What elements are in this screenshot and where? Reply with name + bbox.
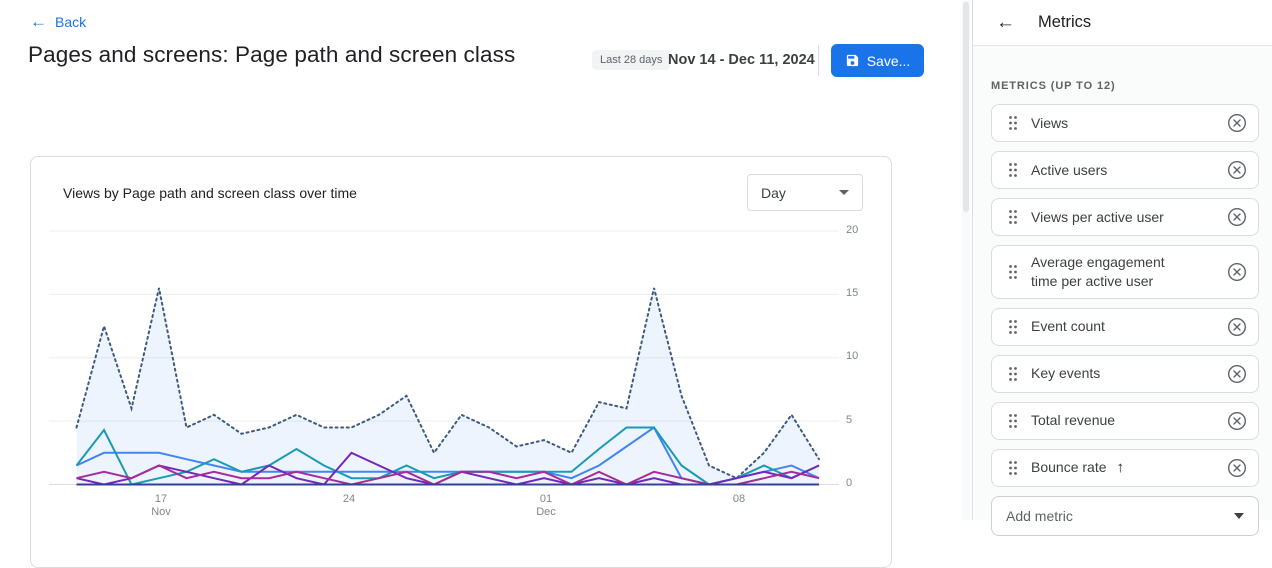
save-icon [845,53,860,68]
drag-handle-icon[interactable] [1008,460,1018,476]
chart-card: Views by Page path and screen class over… [30,156,892,568]
metric-item[interactable]: Active users [991,151,1259,189]
drag-handle-icon[interactable] [1008,115,1018,131]
remove-metric-button[interactable] [1227,160,1247,180]
panel-back-arrow-icon[interactable]: ← [996,12,1015,33]
scrollbar-thumb[interactable] [963,2,969,212]
back-arrow-icon: ← [30,12,47,31]
drag-handle-icon[interactable] [1008,319,1018,335]
remove-metric-button[interactable] [1227,262,1247,282]
save-label: Save... [866,52,911,69]
granularity-select[interactable]: Day [747,174,863,211]
metric-item[interactable]: Total revenue [991,401,1259,440]
metric-item[interactable]: Bounce rate ↑ [991,448,1259,487]
main-content: ← Back Pages and screens: Page path and … [28,0,970,568]
metric-item[interactable]: Average engagement time per active user [991,245,1259,299]
chart-series [75,287,820,480]
add-metric-label: Add metric [1006,507,1073,524]
x-axis-tick: 17 Nov [151,493,171,518]
drag-handle-icon[interactable] [1008,366,1018,382]
remove-metric-button[interactable] [1227,317,1247,337]
header-divider [818,45,819,76]
metric-label: Key events [1031,365,1101,382]
chart-series [76,464,820,486]
y-axis-tick: 0 [846,477,853,489]
chart-series [75,426,820,486]
remove-metric-button[interactable] [1227,364,1247,384]
y-axis-tick: 10 [846,350,859,362]
metrics-panel-title: Metrics [1038,13,1092,31]
remove-metric-button[interactable] [1227,411,1247,431]
x-axis-tick: 01 Dec [536,493,556,518]
drag-handle-icon[interactable] [1008,162,1018,178]
save-button[interactable]: Save... [831,44,924,77]
granularity-value: Day [761,184,786,201]
add-metric-dropdown[interactable]: Add metric [991,495,1259,536]
y-axis-tick: 20 [846,224,859,236]
metrics-panel: ← Metrics METRICS (UP TO 12) Views Active… [972,0,1272,536]
page-title: Pages and screens: Page path and screen … [28,42,516,67]
y-axis-tick: 5 [846,414,853,426]
metric-label: Average engagement time per active user [1031,254,1165,289]
remove-metric-button[interactable] [1227,458,1247,478]
metrics-section-label: METRICS (UP TO 12) [991,80,1116,92]
metric-label: Bounce rate [1031,459,1107,476]
chevron-down-icon [1234,512,1244,519]
metric-label: Event count [1031,318,1105,335]
chart-plot[interactable] [49,223,839,501]
drag-handle-icon[interactable] [1008,413,1018,429]
y-axis-tick: 15 [846,287,859,299]
drag-handle-icon[interactable] [1008,209,1018,225]
back-link[interactable]: ← Back [30,13,86,30]
arrow-up-icon: ↑ [1116,459,1125,477]
metric-label: Views per active user [1031,208,1164,225]
remove-metric-button[interactable] [1227,207,1247,227]
back-label: Back [55,13,87,30]
x-axis-tick: 24 [342,493,356,505]
chart-title: Views by Page path and screen class over… [63,185,357,201]
metric-list: Views Active users Views per active user Av… [991,104,1259,536]
metric-item[interactable]: Views per active user [991,198,1259,236]
drag-handle-icon[interactable] [1008,264,1018,280]
x-axis-tick: 08 [732,493,746,505]
date-preset-badge[interactable]: Last 28 days [592,50,671,70]
chevron-down-icon [839,190,849,195]
metric-item[interactable]: Views [991,104,1259,142]
metrics-panel-header: ← Metrics [973,0,1272,46]
main-scrollbar[interactable] [962,0,970,520]
metric-label: Total revenue [1031,412,1116,429]
metric-item[interactable]: Key events [991,354,1259,393]
metric-label: Active users [1031,161,1108,178]
metric-label: Views [1031,114,1069,131]
remove-metric-button[interactable] [1227,113,1247,133]
date-range-selector[interactable]: Nov 14 - Dec 11, 2024 [668,52,815,68]
metric-item[interactable]: Event count [991,307,1259,346]
